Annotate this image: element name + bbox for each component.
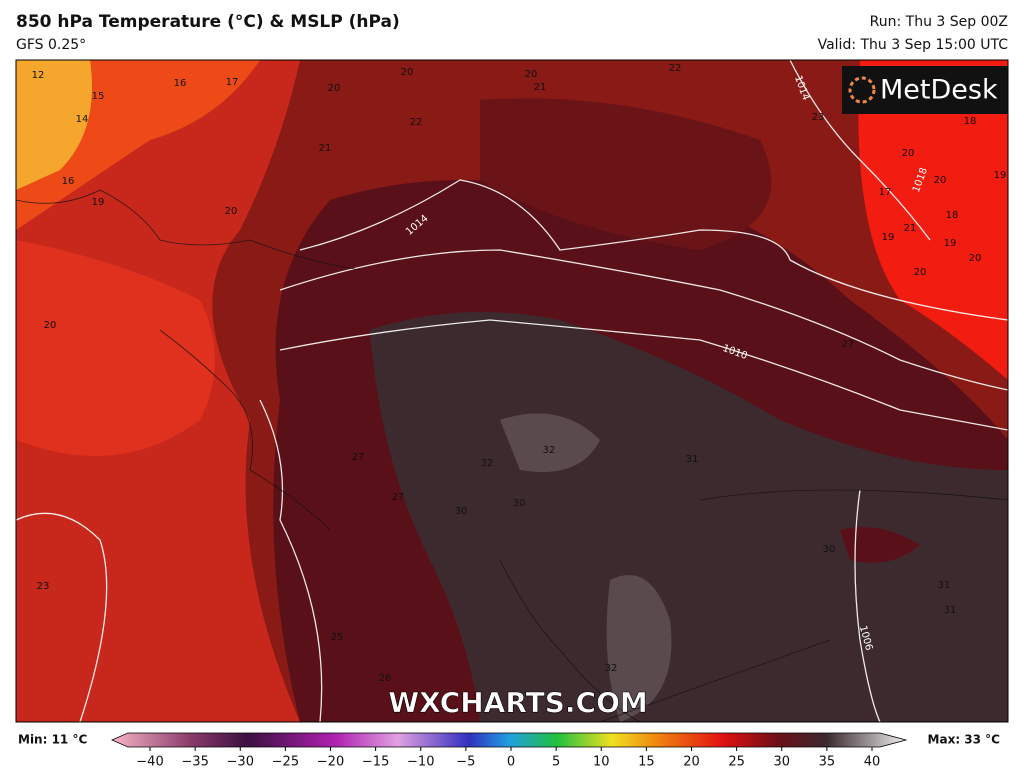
min-label: Min: 11 °C (18, 733, 87, 747)
temperature-label: 17 (226, 77, 239, 88)
colorbar-tick-label: −25 (272, 755, 299, 770)
temperature-label: 16 (62, 176, 75, 187)
colorbar-tick-label: −20 (317, 755, 344, 770)
temperature-label: 21 (534, 82, 547, 93)
temperature-label: 32 (481, 458, 494, 469)
temperature-label: 20 (969, 253, 982, 264)
max-label: Max: 33 °C (928, 733, 1001, 747)
temperature-label: 30 (513, 498, 526, 509)
temperature-label: 23 (812, 112, 825, 123)
temperature-label: 19 (994, 170, 1007, 181)
temperature-label: 20 (902, 148, 915, 159)
temperature-label: 30 (455, 506, 468, 517)
temperature-label: 18 (964, 116, 977, 127)
temperature-label: 19 (882, 232, 895, 243)
temperature-label: 14 (76, 114, 89, 125)
colorbar-tick-label: −30 (227, 755, 254, 770)
temperature-label: 15 (92, 91, 105, 102)
colorbar-tick-label: 15 (638, 755, 655, 770)
logo: MetDesk (880, 75, 998, 106)
temperature-label: 22 (669, 63, 682, 74)
temperature-label: 20 (525, 69, 538, 80)
colorbar-tick-label: −40 (136, 755, 163, 770)
colorbar-tick-label: 40 (864, 755, 881, 770)
temperature-label: 27 (392, 492, 405, 503)
map-frame (15, 59, 1009, 723)
run: Run: Thu 3 Sep 00Z (870, 14, 1008, 30)
model: GFS 0.25° (16, 37, 86, 53)
logo-box (842, 66, 1008, 114)
colorbar-tick-label: 35 (819, 755, 836, 770)
colorbar (111, 732, 908, 748)
temperature-label: 16 (174, 78, 187, 89)
temperature-label: 31 (938, 580, 951, 591)
watermark: WXCHARTS.COM (388, 686, 648, 719)
colorbar-tick-label: 30 (773, 755, 790, 770)
temperature-label: 21 (904, 223, 917, 234)
temperature-label: 20 (914, 267, 927, 278)
temperature-label: 22 (410, 117, 423, 128)
temperature-label: 19 (92, 197, 105, 208)
colorbar-tick-label: −35 (181, 755, 208, 770)
colorbar-tick-label: −10 (407, 755, 434, 770)
temperature-label: 20 (44, 320, 57, 331)
temperature-label: 18 (946, 210, 959, 221)
temperature-label: 21 (319, 143, 332, 154)
temperature-label: 17 (879, 187, 892, 198)
colorbar-tick-label: 0 (507, 755, 515, 770)
temperature-label: 20 (328, 83, 341, 94)
temperature-label: 26 (379, 673, 392, 684)
colorbar-tick-label: 25 (728, 755, 745, 770)
temperature-label: 27 (352, 452, 365, 463)
logo-icon (848, 76, 876, 104)
temperature-label: 20 (401, 67, 414, 78)
temperature-label: 25 (331, 632, 344, 643)
map: MetDesk WXCHARTS.COM 1014101010141018100… (16, 60, 1008, 722)
temperature-label: 27 (842, 339, 855, 350)
title: 850 hPa Temperature (°C) & MSLP (hPa) (16, 12, 400, 32)
colorbar-tick-label: −5 (456, 755, 475, 770)
colorbar-ticks: −40 −35 −30 −25 −20 −15 −10 −5 0 5 10 15 20 25 30 35 40 (136, 747, 880, 770)
temperature-label: 23 (37, 581, 50, 592)
valid: Valid: Thu 3 Sep 15:00 UTC (818, 37, 1009, 53)
temperature-label: 12 (32, 70, 45, 81)
colorbar-tick-label: −15 (362, 755, 389, 770)
temperature-label: 32 (543, 445, 556, 456)
temperature-label: 20 (225, 206, 238, 217)
colorbar-tick-label: 10 (593, 755, 610, 770)
colorbar-tick-label: 5 (552, 755, 560, 770)
temperature-label: 19 (944, 238, 957, 249)
temperature-label: 32 (605, 663, 618, 674)
temperature-label: 20 (934, 175, 947, 186)
temperature-label: 30 (823, 544, 836, 555)
temperature-label: 31 (944, 605, 957, 616)
colorbar-tick-label: 20 (683, 755, 700, 770)
temperature-label: 31 (686, 454, 699, 465)
